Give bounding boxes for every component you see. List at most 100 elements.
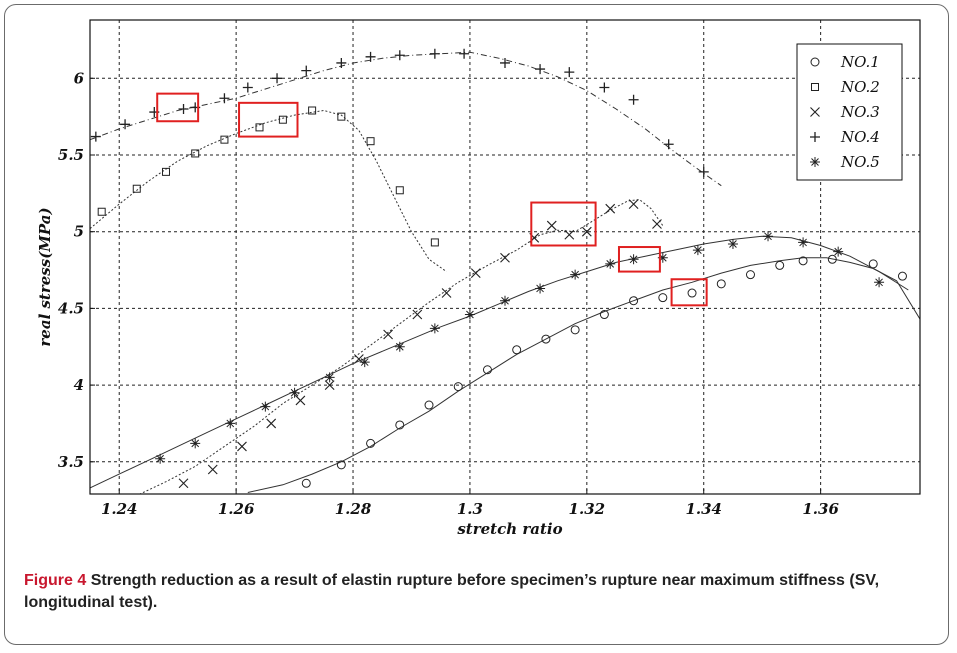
y-tick-label: 4.5 (58, 299, 84, 317)
highlight-box (238, 101, 299, 138)
data-point (90, 131, 101, 142)
highlight-box (617, 246, 661, 273)
data-point (272, 73, 283, 84)
series-line (138, 198, 664, 494)
data-point (237, 441, 247, 452)
caption-text: Strength reduction as a result of elasti… (24, 572, 880, 611)
data-point (219, 93, 230, 104)
data-point (383, 329, 393, 340)
data-point (652, 219, 662, 229)
data-point (564, 67, 575, 78)
legend-marker (810, 107, 820, 117)
legend-item: NO.5 (810, 153, 880, 171)
data-point (301, 65, 312, 76)
plot-border (89, 19, 921, 495)
data-point (535, 64, 546, 75)
data-layer (90, 48, 920, 494)
data-point (336, 460, 346, 470)
data-point (512, 345, 522, 355)
series-line (90, 109, 447, 273)
data-point (308, 106, 317, 115)
data-point (430, 238, 439, 247)
x-axis-label: stretch ratio (457, 520, 562, 538)
data-point (663, 139, 674, 150)
data-point (570, 269, 581, 280)
y-tick-label: 3.5 (58, 453, 84, 471)
data-point (897, 271, 907, 281)
data-point (207, 464, 218, 475)
data-point (459, 48, 470, 59)
series-no4 (90, 48, 722, 187)
data-point (429, 323, 440, 334)
data-point (336, 57, 347, 68)
data-point (535, 283, 546, 294)
data-point (394, 341, 405, 352)
data-point (429, 48, 440, 59)
data-point (324, 380, 335, 390)
data-point (191, 149, 200, 158)
data-point (727, 238, 738, 249)
legend-marker (810, 132, 820, 142)
data-point (161, 167, 170, 176)
x-tick-label: 1.34 (685, 500, 722, 518)
data-point (657, 252, 668, 263)
data-point (394, 50, 405, 61)
data-point (541, 334, 551, 344)
data-point (289, 387, 300, 398)
data-point (874, 277, 885, 288)
data-point (242, 82, 253, 93)
data-point (178, 103, 189, 114)
data-point (546, 220, 557, 231)
legend-label: NO.1 (840, 53, 880, 71)
data-point (453, 382, 463, 392)
data-point (775, 260, 785, 270)
data-point (132, 184, 141, 193)
x-tick-label: 1.32 (569, 500, 606, 518)
series-no5 (90, 231, 909, 489)
data-point (692, 245, 703, 256)
legend-item: NO.2 (811, 78, 880, 96)
legend-marker (811, 83, 819, 91)
legend-label: NO.2 (840, 78, 880, 96)
data-point (225, 418, 236, 429)
series-line (247, 257, 920, 493)
series-no2 (90, 106, 447, 273)
figure-label: Figure 4 (24, 572, 87, 589)
x-tick-label: 1.24 (101, 500, 138, 518)
data-point (605, 258, 616, 269)
highlight-box (670, 278, 708, 307)
data-point (255, 123, 264, 132)
data-point (581, 226, 592, 237)
data-point (337, 112, 346, 121)
data-point (599, 310, 609, 320)
highlight-box (530, 201, 597, 247)
y-tick-label: 5 (74, 223, 84, 241)
data-point (97, 207, 106, 216)
data-point (301, 478, 311, 488)
legend-label: NO.5 (840, 153, 880, 171)
data-point (827, 254, 837, 264)
data-point (266, 418, 277, 429)
data-point (482, 365, 492, 375)
data-point (628, 199, 639, 209)
data-point (500, 57, 510, 68)
data-point (190, 438, 201, 449)
data-point (470, 268, 481, 278)
legend-label: NO.4 (840, 128, 880, 146)
data-point (798, 256, 808, 266)
data-point (278, 115, 287, 124)
x-tick-label: 1.36 (802, 500, 839, 518)
data-point (500, 252, 510, 263)
data-point (798, 237, 809, 248)
data-point (395, 186, 404, 195)
y-tick-label: 4 (74, 376, 84, 394)
data-point (599, 82, 610, 93)
data-point (120, 119, 131, 130)
legend-label: NO.3 (840, 103, 880, 121)
data-point (628, 94, 639, 105)
data-point (628, 254, 639, 265)
legend-item: NO.1 (810, 53, 880, 71)
data-point (412, 309, 423, 320)
y-tick-label: 6 (74, 69, 85, 87)
y-tick-label: 5.5 (58, 146, 84, 164)
